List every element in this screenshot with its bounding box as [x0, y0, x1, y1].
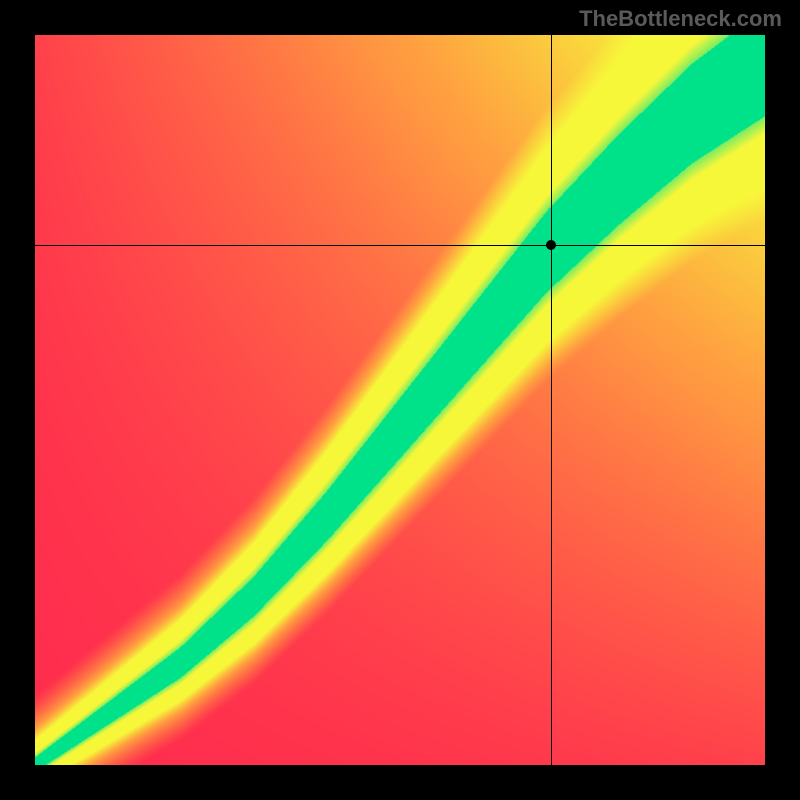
crosshair-horizontal: [35, 245, 765, 246]
crosshair-vertical: [551, 35, 552, 765]
chart-container: TheBottleneck.com: [0, 0, 800, 800]
watermark-text: TheBottleneck.com: [579, 6, 782, 32]
data-point-marker: [546, 240, 556, 250]
plot-area: [35, 35, 765, 765]
heatmap-canvas: [35, 35, 765, 765]
